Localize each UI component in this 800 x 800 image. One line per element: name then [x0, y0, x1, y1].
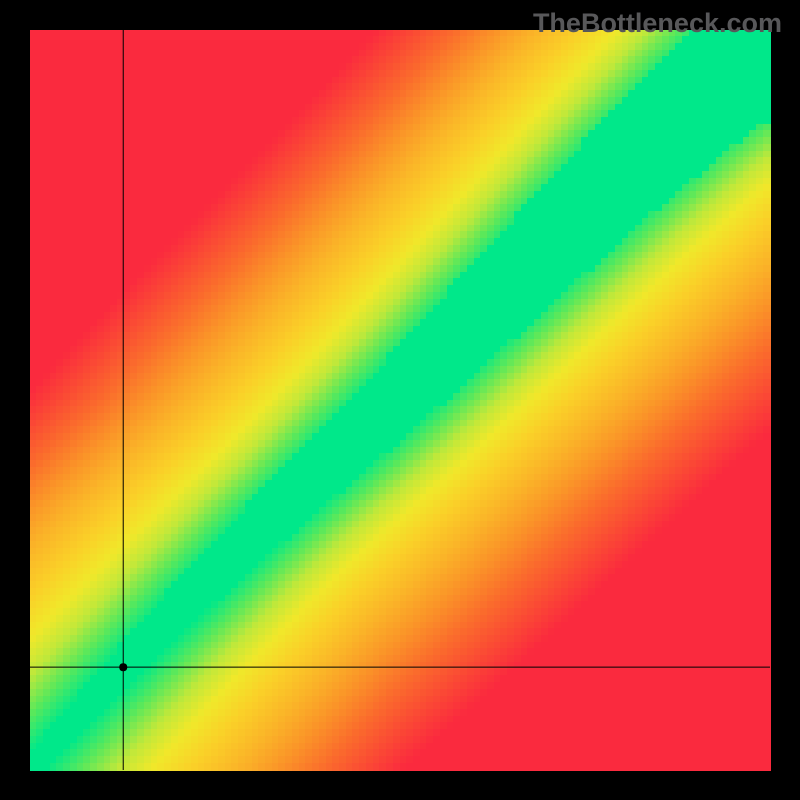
heatmap-canvas: [0, 0, 800, 800]
watermark-text: TheBottleneck.com: [533, 8, 782, 39]
chart-container: TheBottleneck.com: [0, 0, 800, 800]
